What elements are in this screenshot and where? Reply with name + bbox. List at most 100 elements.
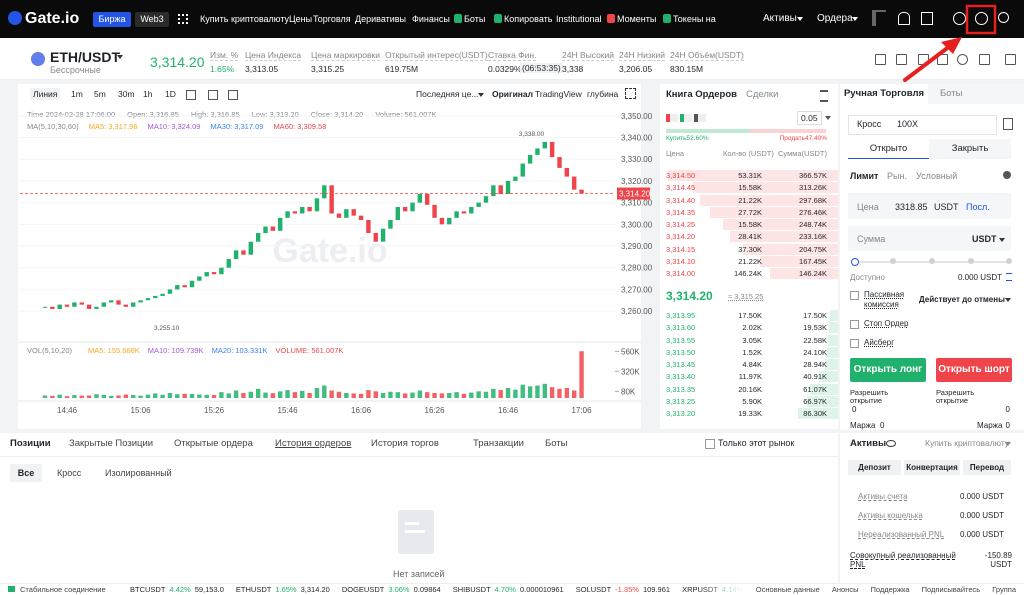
footer-link[interactable]: Подписывайтесь	[921, 585, 981, 594]
interval[interactable]: 5m	[94, 89, 106, 99]
asset-button[interactable]: Конвертация	[904, 460, 960, 475]
order-type[interactable]: Рын.	[887, 171, 907, 181]
calculator-icon[interactable]	[1003, 118, 1013, 130]
ob-price[interactable]: 3,314.00	[666, 269, 696, 278]
chart-tool-icon[interactable]	[186, 90, 196, 100]
ob-price[interactable]: 3,314.20	[666, 232, 696, 242]
toolbar-icon[interactable]	[937, 54, 948, 65]
trade-tab[interactable]: Боты	[940, 88, 963, 99]
nav-menu-item[interactable]: Моменты	[617, 14, 657, 24]
nav-menu-item[interactable]: Торговля	[313, 14, 351, 24]
footer-ticker[interactable]: DOGEUSDT 3.06% 0.09864	[342, 585, 441, 594]
bottom-tab[interactable]: Боты	[545, 438, 568, 449]
order-type[interactable]: Лимит	[850, 171, 879, 181]
nav-menu-item[interactable]: Institutional	[556, 14, 602, 24]
settings-icon[interactable]	[975, 12, 988, 25]
toolbar-icon[interactable]	[918, 54, 929, 65]
nav-menu-item[interactable]: Купить криптовалюту	[200, 14, 290, 24]
ob-tab[interactable]: Сделки	[746, 89, 779, 100]
ob-price[interactable]: 3,313.35	[666, 384, 696, 394]
amount-input[interactable]	[848, 226, 1011, 251]
bottom-tab[interactable]: История торгов	[371, 438, 439, 449]
pair[interactable]: ETH/USDT	[50, 49, 120, 65]
notifications-icon[interactable]	[898, 12, 910, 25]
ob-price[interactable]: 3,314.35	[666, 207, 696, 217]
ob-price[interactable]: 3,313.60	[666, 323, 696, 333]
toolbar-icon[interactable]	[1005, 54, 1016, 65]
chart-view[interactable]: Оригинал	[492, 89, 534, 99]
footer-link[interactable]: Анонсы	[831, 585, 859, 594]
toolbar-icon[interactable]	[875, 54, 886, 65]
ob-price[interactable]: 3,314.50	[666, 171, 696, 180]
ob-price[interactable]: 3,314.25	[666, 220, 696, 229]
order-type[interactable]: Условный	[916, 171, 958, 181]
interval[interactable]: Линия	[30, 88, 61, 100]
toolbar-icon[interactable]	[979, 54, 990, 65]
footer-link[interactable]: Поддержка	[870, 585, 910, 594]
nav-menu-item[interactable]: Финансы	[412, 14, 450, 24]
footer-ticker[interactable]: SHIBUSDT 4.70% 0.000010961	[453, 585, 564, 594]
download-icon[interactable]	[921, 12, 933, 25]
nav-menu-item[interactable]: Токены на	[673, 14, 716, 24]
chart-tool-icon[interactable]	[208, 90, 218, 100]
checkbox[interactable]	[850, 291, 859, 300]
assets-buy[interactable]: Купить криптовалюту	[925, 438, 1010, 448]
trade-tab[interactable]: Ручная Торговля	[840, 84, 928, 104]
footer-ticker[interactable]: ETHUSDT 1.65% 3,314.20	[236, 585, 330, 594]
asset-button[interactable]: Депозит	[848, 460, 901, 475]
bottom-tab[interactable]: Позиции	[10, 438, 51, 449]
toolbar-icon[interactable]	[957, 54, 968, 65]
ob-price[interactable]: 3,313.50	[666, 347, 696, 357]
language-icon[interactable]	[953, 12, 966, 25]
bottom-tab[interactable]: Открытые ордера	[174, 438, 253, 449]
ob-price[interactable]: 3,313.20	[666, 409, 696, 418]
price-input[interactable]	[848, 193, 1011, 219]
ob-price[interactable]: 3,314.40	[666, 195, 696, 205]
open-short[interactable]: Открыть шорт	[936, 358, 1012, 382]
bottom-tab[interactable]: Закрытые Позиции	[69, 438, 154, 449]
subtab[interactable]: Кросс	[57, 468, 82, 478]
ob-layout-icon[interactable]	[694, 114, 706, 122]
ob-price[interactable]: 3,313.45	[666, 360, 696, 369]
only-market-label[interactable]: Только этот рынок	[718, 438, 795, 448]
footer-ticker[interactable]: BTCUSDT 4.42% 59,153.0	[130, 585, 224, 594]
ob-price[interactable]: 3,313.40	[666, 372, 696, 382]
nav-right-item[interactable]: Ордера	[817, 13, 853, 24]
search-icon[interactable]	[998, 12, 1009, 23]
ob-price[interactable]: 3,314.15	[666, 244, 696, 254]
asset-button[interactable]: Перевод	[963, 460, 1011, 475]
nav-menu-item[interactable]: Копировать	[504, 14, 553, 24]
subtab[interactable]: Изолированный	[105, 468, 172, 478]
nav-right-item[interactable]: Активы	[763, 13, 797, 24]
fullscreen-icon[interactable]	[625, 88, 636, 99]
ob-layout-icon[interactable]	[680, 114, 692, 122]
chart-tool-icon[interactable]	[228, 90, 238, 100]
time-in-force[interactable]: Действует до отмены	[919, 295, 1005, 304]
ob-price[interactable]: 3,314.10	[666, 256, 696, 266]
slider-stop[interactable]	[890, 258, 896, 264]
bottom-tab[interactable]: Транзакции	[473, 438, 524, 449]
subtab[interactable]: Все	[10, 464, 42, 482]
side-close[interactable]: Закрыть	[951, 143, 989, 154]
amount-unit[interactable]: USDT	[972, 234, 997, 244]
nav-tab[interactable]: Web3	[135, 12, 169, 27]
toolbar-icon[interactable]	[896, 54, 907, 65]
footer-link[interactable]: Группа	[992, 585, 1016, 594]
chart-view[interactable]: глубина	[587, 89, 619, 99]
checkbox[interactable]	[850, 320, 859, 329]
eye-icon[interactable]	[886, 440, 896, 447]
slider-stop[interactable]	[851, 258, 859, 266]
ob-price[interactable]: 3,313.55	[666, 335, 696, 345]
side-open[interactable]: Открыто	[848, 139, 929, 159]
ob-step[interactable]: 0.05	[797, 111, 822, 125]
interval[interactable]: 1h	[143, 89, 153, 99]
ob-tab[interactable]: Книга Ордеров	[666, 89, 737, 100]
interval[interactable]: 1m	[71, 89, 83, 99]
logo[interactable]: Gate.io	[25, 10, 80, 27]
slider-stop[interactable]	[929, 258, 935, 264]
last-button[interactable]: Посл.	[966, 202, 990, 212]
price-type[interactable]: Последняя це...	[416, 89, 479, 99]
slider-stop[interactable]	[968, 258, 974, 264]
margin-select[interactable]	[848, 115, 997, 135]
only-market-checkbox[interactable]	[705, 439, 715, 449]
